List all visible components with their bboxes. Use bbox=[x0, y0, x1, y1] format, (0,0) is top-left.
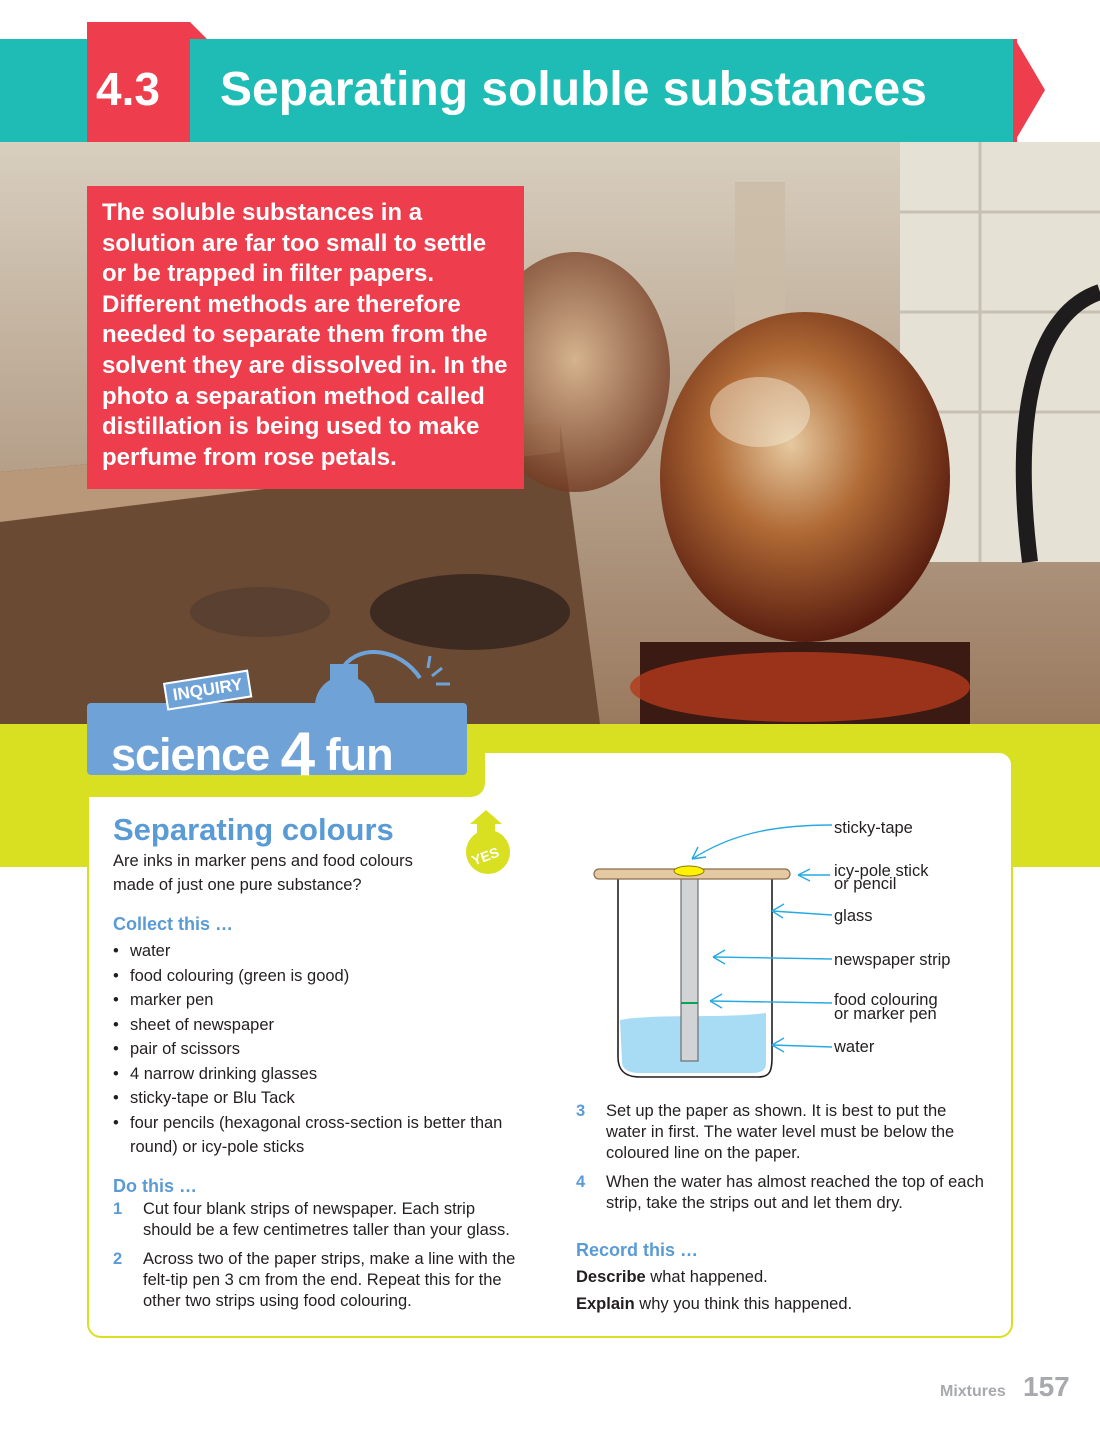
do-heading: Do this … bbox=[113, 1176, 197, 1196]
newspaper-strip bbox=[680, 872, 699, 1062]
activity-question: Are inks in marker pens and food colours… bbox=[113, 852, 413, 894]
label-sticky-tape: sticky-tape bbox=[834, 819, 913, 837]
science-4-fun-logo bbox=[87, 703, 467, 775]
record-heading: Record this … bbox=[576, 1240, 699, 1260]
activity-card bbox=[87, 751, 1013, 1338]
footer-chapter: Mixtures bbox=[940, 1383, 1006, 1400]
step-text: Cut four blank strips of newspaper. Each… bbox=[143, 1200, 510, 1239]
logo-word-fun: fun bbox=[325, 729, 394, 780]
record-verb: Describe bbox=[576, 1268, 646, 1286]
label-newspaper-strip: newspaper strip bbox=[834, 951, 950, 969]
step-number: 2 bbox=[113, 1250, 123, 1268]
step-text: Across two of the paper strips, make a l… bbox=[143, 1250, 516, 1310]
list-item: 4 narrow drinking glasses bbox=[113, 1062, 513, 1087]
page-number: 157 bbox=[1023, 1371, 1070, 1402]
intro-text: The soluble substances in a solution are… bbox=[102, 199, 508, 471]
section-number-box bbox=[87, 22, 207, 160]
step-item: 4 When the water has almost reached the … bbox=[576, 1172, 986, 1214]
label-or-marker-pen: or marker pen bbox=[834, 1005, 937, 1023]
activity-title: Separating colours bbox=[113, 812, 394, 847]
label-icy-pole-stick: icy-pole stick bbox=[834, 862, 929, 880]
steps-list-right: 3 Set up the paper as shown. It is best … bbox=[576, 1101, 986, 1214]
step-text: Set up the paper as shown. It is best to… bbox=[606, 1102, 955, 1162]
list-item: water bbox=[113, 939, 513, 964]
step-item: 2 Across two of the paper strips, make a… bbox=[113, 1249, 528, 1312]
step-number: 4 bbox=[576, 1173, 586, 1191]
label-or-pencil: or pencil bbox=[834, 875, 896, 893]
logo-text: science 4 fun bbox=[111, 714, 394, 789]
page-title: Separating soluble substances bbox=[220, 63, 927, 116]
collect-heading: Collect this … bbox=[113, 914, 234, 934]
record-verb: Explain bbox=[576, 1295, 635, 1313]
list-item: four pencils (hexagonal cross-section is… bbox=[113, 1111, 513, 1160]
step-text: When the water has almost reached the to… bbox=[606, 1173, 984, 1212]
list-item: sheet of newspaper bbox=[113, 1013, 513, 1038]
list-item: pair of scissors bbox=[113, 1037, 513, 1062]
record-text: what happened. bbox=[645, 1268, 768, 1286]
label-arrows bbox=[691, 824, 833, 1053]
collect-list: water food colouring (green is good) mar… bbox=[113, 939, 513, 1160]
label-food-colouring: food colouring bbox=[834, 991, 938, 1009]
section-number: 4.3 bbox=[96, 63, 160, 115]
record-text: why you think this happened. bbox=[634, 1295, 853, 1313]
list-item: sticky-tape or Blu Tack bbox=[113, 1086, 513, 1111]
list-item: marker pen bbox=[113, 988, 513, 1013]
steps-list-left: 1 Cut four blank strips of newspaper. Ea… bbox=[113, 1199, 528, 1312]
label-glass: glass bbox=[834, 907, 873, 925]
home-yes-icon: YES bbox=[466, 810, 510, 874]
logo-digit: 4 bbox=[280, 720, 315, 789]
banner-arrow bbox=[1015, 39, 1045, 141]
chromatography-diagram: sticky-tape icy-pole stick or pencil gla… bbox=[593, 819, 950, 1078]
sticky-tape bbox=[673, 865, 705, 877]
intro-box: The soluble substances in a solution are… bbox=[87, 186, 524, 489]
record-item-describe: Describe what happened. bbox=[576, 1267, 768, 1288]
record-item-explain: Explain why you think this happened. bbox=[576, 1294, 852, 1315]
logo-word-science: science bbox=[111, 729, 270, 780]
label-water: water bbox=[833, 1038, 875, 1056]
step-item: 1 Cut four blank strips of newspaper. Ea… bbox=[113, 1199, 528, 1241]
step-number: 1 bbox=[113, 1200, 123, 1218]
list-item: food colouring (green is good) bbox=[113, 964, 513, 989]
step-number: 3 bbox=[576, 1102, 586, 1120]
glass-outline bbox=[617, 875, 773, 1078]
step-item: 3 Set up the paper as shown. It is best … bbox=[576, 1101, 986, 1164]
